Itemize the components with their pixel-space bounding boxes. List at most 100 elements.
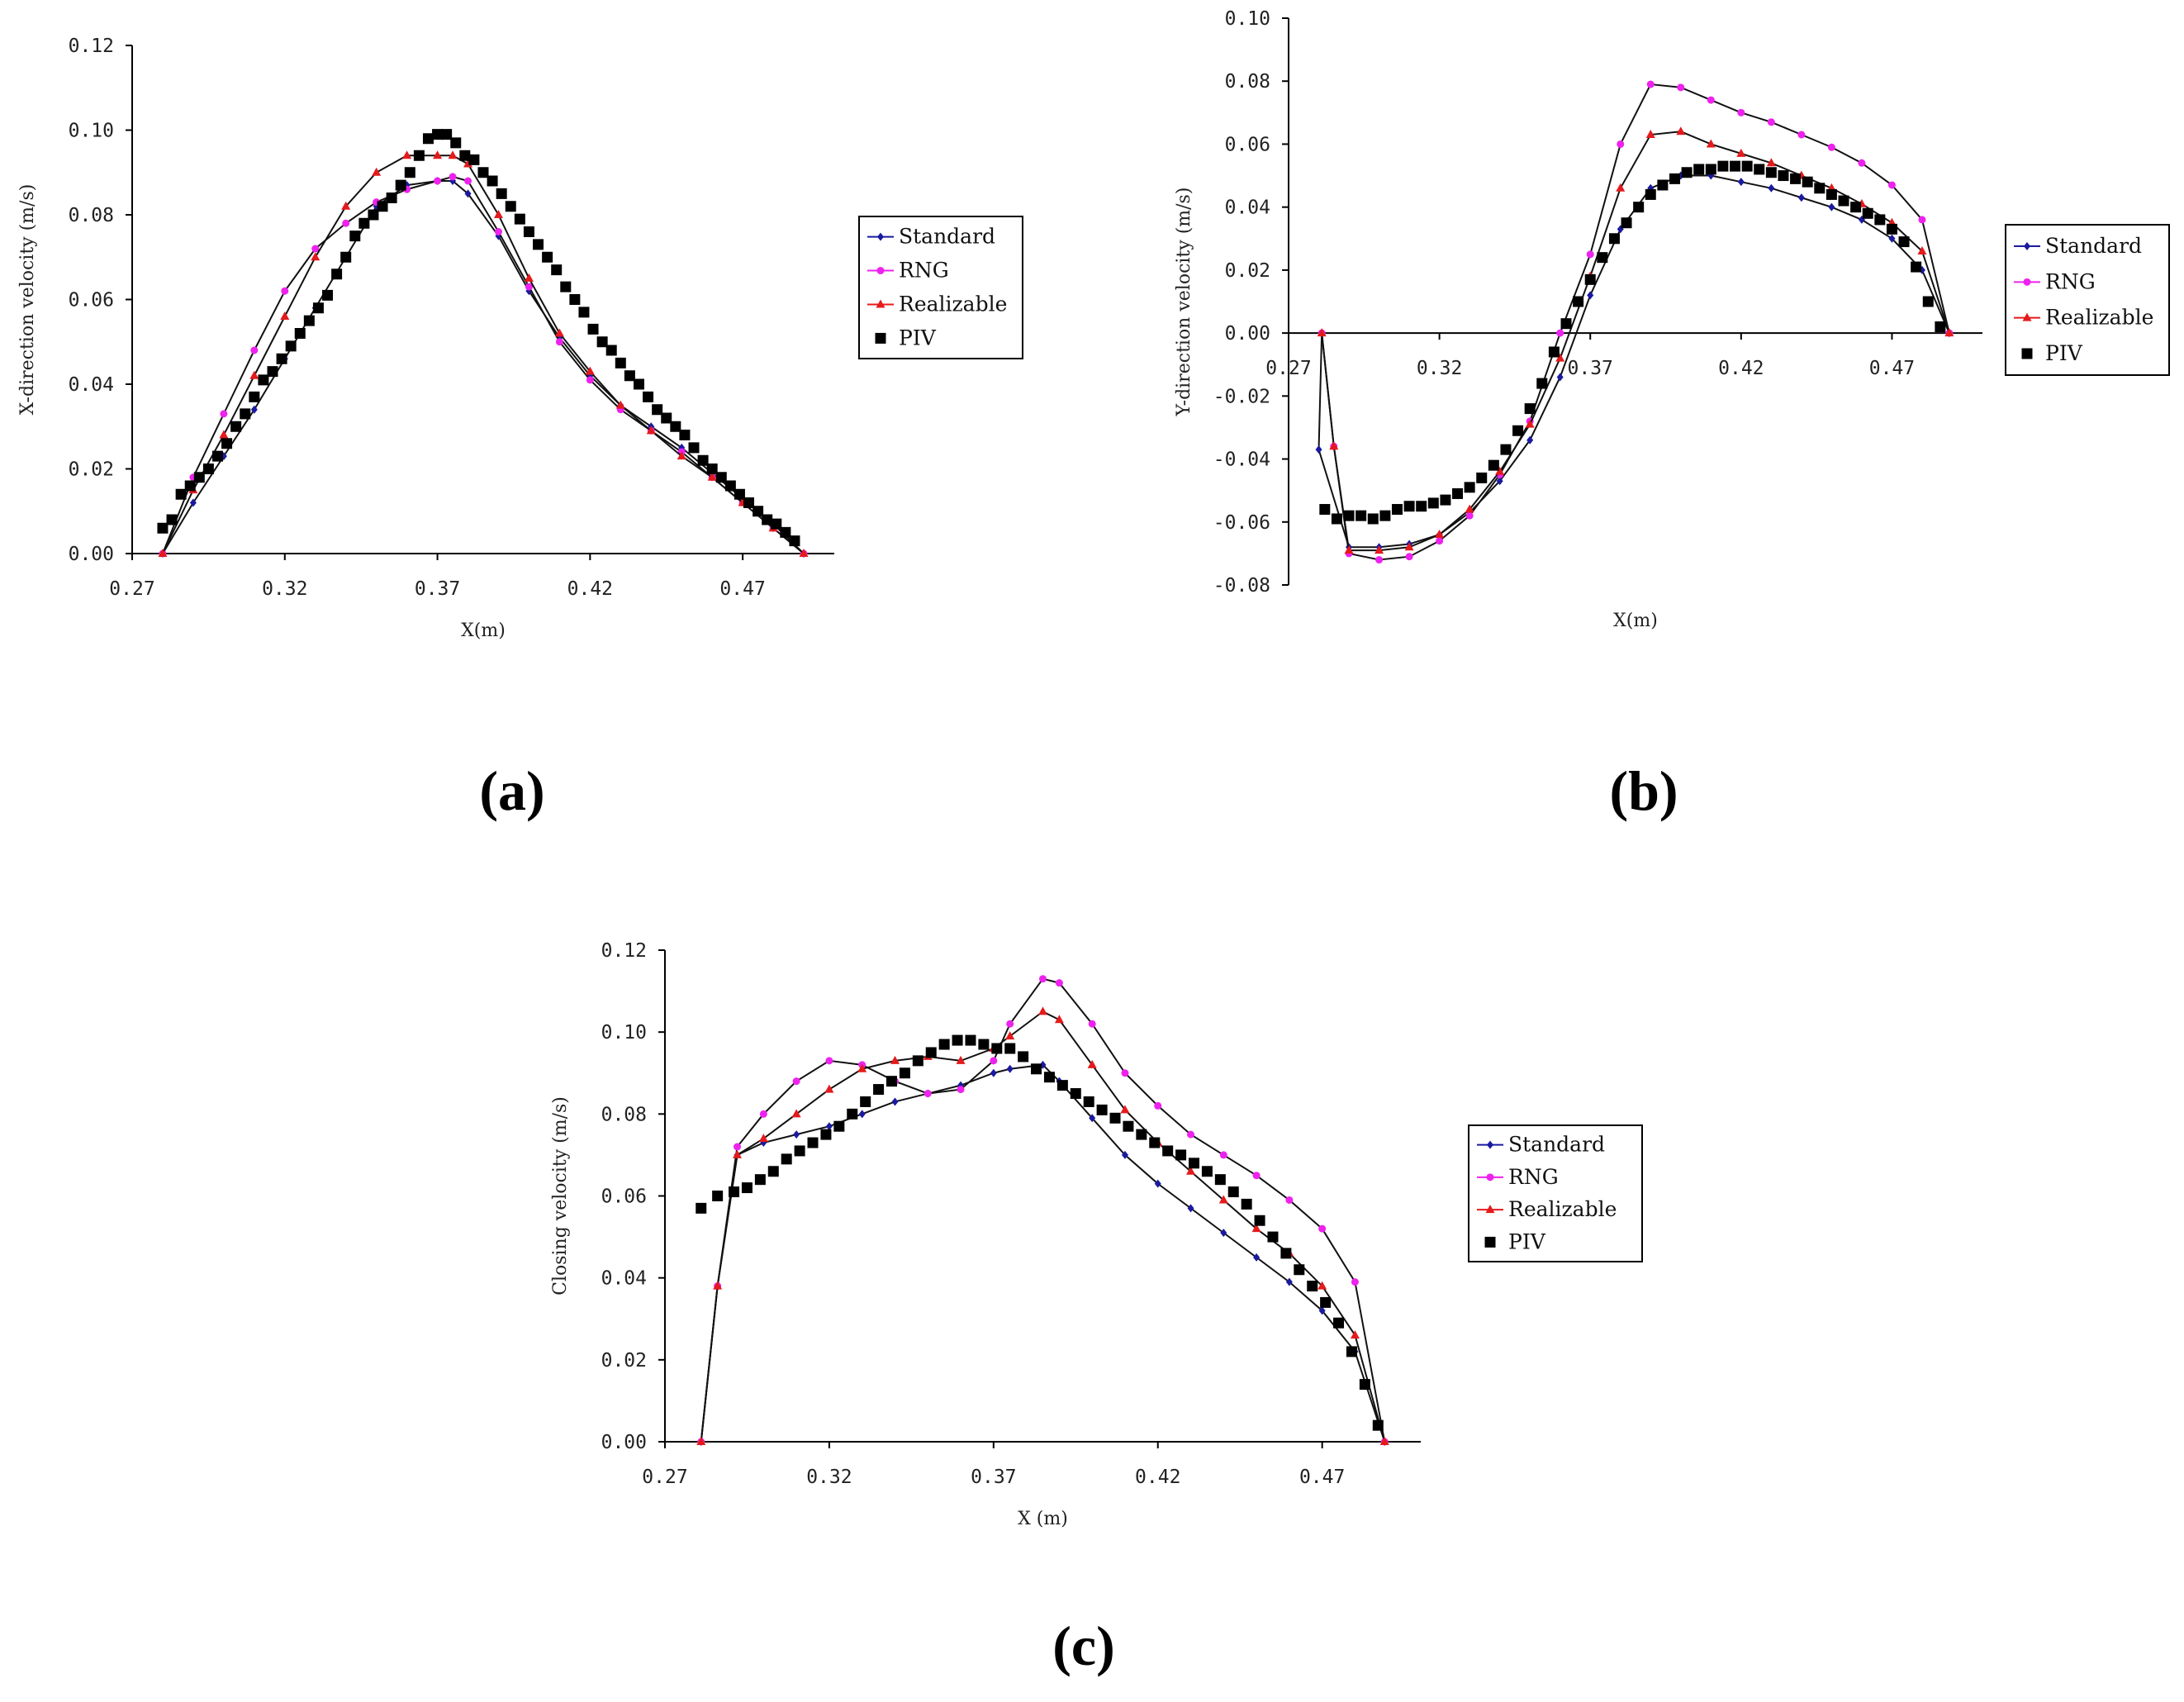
chart-x-direction-velocity: 0.00 0.02 0.04 0.06 0.08 0.10 0.12 0.27 0.32 0.37… [17,36,1023,641]
data-point-piv [1214,1174,1226,1186]
data-point-rng [1187,1130,1195,1139]
data-point-standard [1285,1277,1293,1286]
data-point-piv [1573,296,1584,307]
data-point-piv [358,217,370,229]
data-point-piv [1267,1231,1279,1243]
x-axis-label: X(m) [1613,611,1658,631]
y-tick-label: 0.04 [601,1268,647,1290]
data-point-rng [1154,1101,1162,1110]
data-point-piv [505,201,516,212]
data-point-piv [1911,261,1922,273]
data-point-rng [250,346,259,354]
data-point-rng [923,1090,932,1098]
data-point-piv [1356,510,1367,521]
data-point-piv [1227,1186,1239,1198]
y-tick-label: -0.02 [1213,386,1270,407]
data-point-standard [1888,234,1896,243]
data-point-realizable [707,472,717,481]
x-tick-label: 0.37 [415,578,460,600]
data-point-rng [1858,159,1866,167]
data-point-piv [441,129,453,140]
y-tick-label: 0.06 [69,290,114,311]
data-point-piv [487,175,498,187]
data-point-piv [312,302,324,314]
data-point-rng [1088,1020,1096,1028]
data-point-piv [542,251,553,263]
data-point-piv [741,1182,753,1194]
series-realizable [1317,126,1954,554]
data-point-piv [1850,202,1862,213]
data-point-piv [175,488,187,500]
data-point-rng [1918,216,1926,224]
y-tick-label: 0.00 [1225,323,1270,345]
data-point-piv [1452,487,1464,499]
legend-label-piv: PIV [1508,1229,1546,1253]
data-point-piv [1500,444,1512,455]
x-tick-label: 0.47 [1299,1467,1345,1488]
data-point-piv [377,201,388,212]
data-point-rng [1252,1172,1261,1180]
x-tick-label: 0.32 [806,1467,852,1488]
data-point-piv [1608,233,1620,245]
data-point-rng [1646,80,1655,88]
data-point-realizable [1329,441,1339,450]
series-line-rng [1321,83,1950,561]
data-point-realizable [1495,466,1505,475]
data-point-realizable [524,273,534,282]
series-rng [697,975,1389,1446]
chart-closing-velocity: 0.00 0.02 0.04 0.06 0.08 0.10 0.12 0.27 0.32 0.37… [550,940,1643,1529]
data-point-piv [496,188,507,199]
y-tick-label: 0.02 [1225,260,1270,282]
data-point-piv [912,1055,923,1067]
data-point-realizable [1944,328,1954,337]
data-point-piv [753,506,764,517]
data-point-standard [825,1122,833,1131]
data-point-rng [759,1110,767,1118]
legend-swatch-marker [1487,1140,1493,1149]
data-point-piv [679,430,691,440]
data-point-standard [189,498,197,507]
series-rng [1318,80,1954,564]
data-point-realizable [433,150,443,159]
data-point-piv [978,1039,990,1050]
data-point-piv [615,357,626,368]
data-point-piv [569,294,581,305]
x-tick-label: 0.42 [1718,358,1764,379]
data-point-piv [1096,1104,1108,1115]
data-point-piv [1070,1088,1081,1100]
y-tick-label: 0.12 [601,940,647,962]
data-point-piv [230,421,242,432]
data-point-piv [1320,1296,1332,1308]
data-point-piv [1149,1137,1161,1148]
series-line-rng [700,977,1386,1443]
data-point-piv [1645,188,1656,200]
data-point-standard [1797,193,1805,202]
legend-label-standard: Standard [2045,234,2142,258]
x-tick-label: 0.32 [1417,358,1462,379]
data-point-piv [1359,1379,1370,1391]
data-point-piv [560,281,572,292]
data-point-piv [258,374,269,386]
data-point-realizable [799,549,809,557]
data-point-standard [1526,435,1534,445]
data-point-realizable [1766,158,1776,167]
data-point-piv [670,421,681,432]
data-point-piv [368,209,379,221]
data-point-realizable [1706,139,1716,148]
data-point-rng [525,283,533,291]
data-point-standard [1121,1150,1128,1159]
data-point-piv [1633,202,1645,213]
data-point-rng [449,173,457,181]
y-tick-label: 0.12 [69,36,114,57]
y-tick-label: 0.06 [601,1186,647,1208]
data-point-piv [249,391,260,402]
y-tick-label: -0.06 [1213,512,1270,534]
data-point-piv [1123,1120,1134,1132]
data-point-piv [833,1120,845,1132]
data-point-piv [1416,501,1427,512]
series-standard [1315,171,1953,552]
data-point-piv [596,336,608,348]
data-point-piv [395,179,406,191]
data-point-piv [729,1186,740,1198]
